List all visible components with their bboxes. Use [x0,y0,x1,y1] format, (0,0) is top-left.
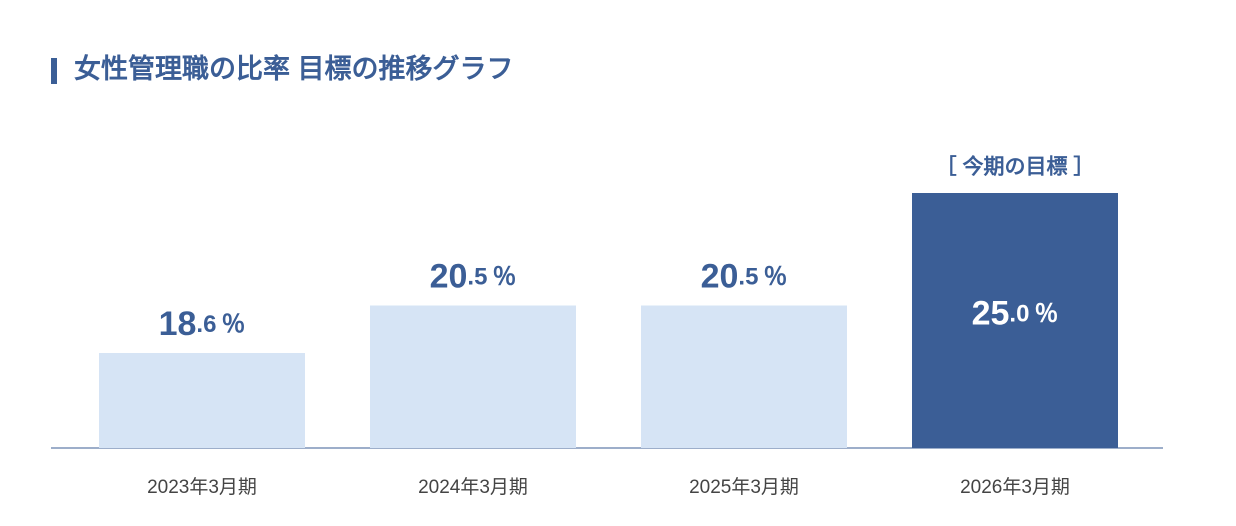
value-label-part: 20 [430,257,468,295]
value-label-part: 20 [701,257,739,295]
annotation: ［ 今期の目標 ］ [936,155,1095,179]
bar [912,193,1118,448]
value-label: 25.0 ％ [972,294,1059,332]
value-label: 18.6 ％ [159,305,246,343]
value-label-part: 18 [159,305,197,343]
value-label-part: .0 [1009,301,1029,328]
value-label: 20.5 ％ [701,257,788,295]
bar [99,353,305,448]
value-label-part: .5 [467,264,487,291]
value-label-part: ％ [221,311,245,338]
value-label-part: ％ [1034,301,1058,328]
value-label-part: 25 [972,294,1010,332]
value-label-part: .5 [738,264,758,291]
value-label-part: .6 [196,311,216,338]
x-tick-label: 2024年3月期 [418,476,528,498]
bar [370,305,576,448]
bar [641,305,847,448]
title-marker [51,58,57,84]
chart-title: 女性管理職の比率 目標の推移グラフ [74,53,514,84]
value-label: 20.5 ％ [430,257,517,295]
value-label-part: ％ [492,264,516,291]
x-tick-label: 2026年3月期 [960,476,1070,498]
x-tick-label: 2025年3月期 [689,476,799,498]
value-label-part: ％ [763,264,787,291]
x-tick-label: 2023年3月期 [147,476,257,498]
